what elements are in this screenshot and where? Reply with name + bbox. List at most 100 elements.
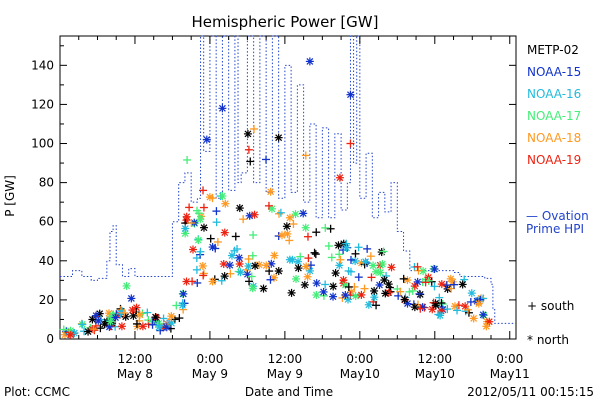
north-point: [283, 229, 292, 238]
north-point: [378, 260, 387, 269]
north-point: [351, 257, 360, 266]
y-tick-label: 20: [39, 293, 54, 307]
south-point: [346, 255, 355, 264]
legend-item: NOAA-15: [527, 65, 581, 79]
north-point: [485, 317, 494, 326]
south-point: [312, 228, 321, 237]
plot-timestamp: 2012/05/11 00:15:15: [467, 385, 594, 399]
north-point: [312, 290, 321, 299]
y-tick-label: 60: [39, 215, 54, 229]
north-point: [235, 259, 244, 268]
north-point: [117, 322, 126, 331]
x-tick-label-time: 0:00: [346, 352, 373, 366]
north-point: [361, 257, 370, 266]
x-tick-label-date: May10: [415, 367, 455, 381]
north-point: [259, 284, 268, 293]
north-point: [218, 192, 227, 201]
north-point: [202, 135, 211, 144]
north-point: [305, 57, 314, 66]
north-point: [274, 267, 283, 276]
south-point: [89, 325, 98, 334]
ovation-hpi-line: [60, 35, 516, 324]
north-point: [292, 274, 301, 283]
north-point: [94, 316, 103, 325]
north-point: [218, 104, 227, 113]
north-point: [194, 236, 203, 245]
south-point: [199, 269, 208, 278]
north-point: [266, 187, 275, 196]
north-point: [431, 301, 440, 310]
plot-credit: Plot: CCMC: [4, 385, 70, 399]
south-point: [148, 320, 157, 329]
north-marker-legend: * north: [527, 333, 569, 347]
north-point: [342, 243, 351, 252]
north-point: [287, 288, 296, 297]
south-point: [405, 287, 414, 296]
south-point: [435, 293, 444, 302]
north-point: [329, 282, 338, 291]
south-point: [321, 280, 330, 289]
north-point: [467, 289, 476, 298]
south-point: [351, 249, 360, 258]
north-point: [400, 295, 409, 304]
south-point: [304, 254, 313, 263]
north-point: [301, 223, 310, 232]
north-point: [106, 317, 115, 326]
north-point: [277, 231, 286, 240]
south-point: [132, 319, 141, 328]
north-point: [270, 251, 279, 260]
y-tick-label: 40: [39, 254, 54, 268]
scatter-points: [59, 57, 494, 339]
south-point: [346, 267, 355, 276]
north-point: [364, 300, 373, 309]
y-tick-label: 0: [46, 332, 54, 346]
south-point: [212, 207, 221, 216]
north-point: [181, 224, 190, 233]
north-point: [208, 277, 217, 286]
north-point: [450, 302, 459, 311]
north-point: [248, 284, 257, 293]
north-point: [182, 277, 191, 286]
south-point: [199, 186, 208, 195]
north-point: [243, 270, 252, 279]
north-point: [482, 322, 491, 331]
south-point: [301, 151, 310, 160]
south-point: [379, 247, 388, 256]
ovation-label-line1: — Ovation: [526, 209, 589, 223]
north-point: [66, 330, 75, 339]
south-point: [266, 275, 275, 284]
north-point: [236, 268, 245, 277]
north-point: [370, 293, 379, 302]
north-point: [436, 311, 445, 320]
north-point: [334, 241, 343, 250]
north-point: [235, 253, 244, 262]
y-tick-label: 140: [31, 58, 54, 72]
south-point: [346, 139, 355, 148]
south-point: [194, 209, 203, 218]
south-point: [206, 234, 215, 243]
x-tick-label-date: May11: [490, 367, 530, 381]
north-point: [270, 273, 279, 282]
north-point: [221, 199, 230, 208]
south-point: [413, 262, 422, 271]
north-point: [331, 269, 340, 278]
south-point: [264, 201, 273, 210]
chart-title: Hemispheric Power [GW]: [192, 13, 379, 31]
south-point: [303, 232, 312, 241]
north-point: [372, 267, 381, 276]
south-point: [321, 223, 330, 232]
south-point: [246, 157, 255, 166]
south-point: [187, 219, 196, 228]
south-point: [199, 203, 208, 212]
north-point: [479, 310, 488, 319]
north-point: [225, 261, 234, 270]
legend: METP-02 NOAA-15 NOAA-16 NOAA-17 NOAA-18 NOAA-…: [527, 43, 581, 167]
north-point: [288, 255, 297, 264]
north-point: [227, 251, 236, 260]
north-point: [205, 193, 214, 202]
x-tick-label-date: May 9: [192, 367, 228, 381]
north-point: [285, 213, 294, 222]
south-point: [416, 304, 425, 313]
